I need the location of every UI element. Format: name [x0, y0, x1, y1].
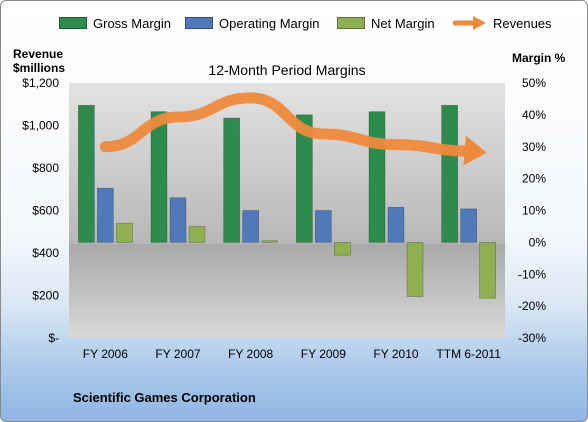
operating-margin-bar: [387, 207, 405, 243]
right-tick-label: 50%: [522, 76, 546, 90]
legend-item-gross-margin: Gross Margin: [59, 15, 171, 31]
left-axis-title: Revenue $millions: [13, 47, 65, 75]
legend-label: Operating Margin: [219, 15, 320, 31]
net-margin-bar: [261, 240, 278, 243]
category-label: FY 2006: [83, 347, 128, 361]
legend-label: Revenues: [493, 15, 552, 31]
left-tick-label: $400: [32, 246, 59, 260]
operating-margin-bar: [97, 187, 114, 243]
revenues-line: [99, 92, 475, 157]
net-margin-bar: [188, 226, 206, 243]
operating-margin-bar: [315, 210, 332, 243]
operating-margin-swatch-icon: [185, 17, 213, 29]
left-axis-title-line2: $millions: [13, 61, 66, 75]
plot-area-lower: [69, 244, 505, 338]
gross-margin-swatch-icon: [59, 17, 87, 29]
revenues-arrow: [99, 92, 487, 166]
legend-item-revenues: Revenues: [453, 15, 552, 31]
left-tick-label: $-: [48, 331, 59, 345]
gross-margin-bar: [78, 105, 95, 243]
legend-label: Net Margin: [371, 15, 435, 31]
gross-margin-bar: [150, 111, 168, 243]
bars: [78, 105, 496, 299]
net-margin-bar: [479, 242, 496, 299]
net-margin-bar: [116, 222, 133, 243]
net-margin-swatch-icon: [337, 17, 365, 29]
footer-company-name: Scientific Games Corporation: [73, 390, 256, 405]
revenues-arrowhead: [463, 135, 487, 166]
category-label: FY 2007: [155, 347, 200, 361]
category-label: FY 2008: [228, 347, 273, 361]
operating-margin-bar: [169, 197, 187, 243]
plot-area-upper: [69, 83, 505, 244]
gross-margin-bar: [223, 117, 240, 243]
left-tick-label: $200: [32, 289, 59, 303]
chart-title: 12-Month Period Margins: [208, 62, 365, 78]
right-tick-label: -30%: [518, 331, 546, 345]
legend-item-net-margin: Net Margin: [337, 15, 435, 31]
right-tick-label: 0%: [529, 235, 547, 249]
left-axis-ticks: $- $200 $400 $600 $800 $1,000 $1,200: [22, 76, 59, 345]
gross-margin-bar: [296, 114, 313, 243]
category-labels: FY 2006 FY 2007 FY 2008 FY 2009 FY 2010 TTM 6…: [83, 347, 501, 361]
category-label: FY 2009: [301, 347, 346, 361]
left-tick-label: $1,200: [22, 76, 59, 90]
gross-margin-bar: [368, 111, 386, 243]
revenues-arrow-icon: [453, 16, 486, 30]
left-tick-label: $600: [32, 204, 59, 218]
right-axis-ticks: -30% -20% -10% 0% 10% 20% 30% 40% 50%: [518, 76, 546, 345]
legend-label: Gross Margin: [93, 15, 172, 31]
left-tick-label: $800: [32, 161, 59, 175]
category-label: FY 2010: [373, 347, 418, 361]
legend-item-operating-margin: Operating Margin: [185, 15, 319, 31]
right-tick-label: 10%: [522, 204, 546, 218]
right-tick-label: 30%: [522, 140, 546, 154]
right-tick-label: 20%: [522, 172, 546, 186]
right-tick-label: -10%: [518, 267, 546, 281]
category-label: TTM 6-2011: [436, 347, 501, 361]
operating-margin-bar: [460, 208, 477, 243]
net-margin-bar: [406, 242, 424, 297]
right-axis-title: Margin %: [512, 51, 566, 65]
operating-margin-bar: [242, 210, 259, 243]
right-tick-label: -20%: [518, 299, 546, 313]
right-tick-label: 40%: [522, 108, 546, 122]
left-axis-title-line1: Revenue: [13, 47, 64, 61]
gross-margin-bar: [441, 105, 458, 243]
left-tick-label: $1,000: [22, 119, 59, 133]
net-margin-bar: [334, 242, 351, 256]
